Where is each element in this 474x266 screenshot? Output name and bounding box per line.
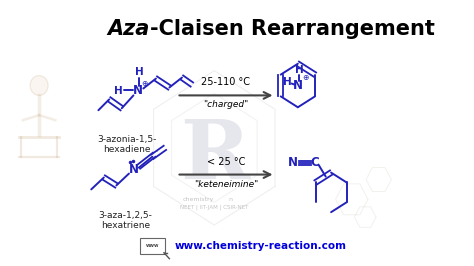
Text: N: N (133, 84, 143, 97)
Text: R: R (180, 116, 249, 196)
Circle shape (30, 76, 48, 95)
Text: C: C (310, 156, 319, 169)
Text: Aza: Aza (107, 19, 150, 39)
Text: "keteneimine": "keteneimine" (194, 180, 258, 189)
Text: chemistry: chemistry (182, 197, 214, 202)
Text: < 25 °C: < 25 °C (207, 157, 245, 167)
Text: hexadiene: hexadiene (103, 145, 151, 154)
Text: ⊕: ⊕ (302, 73, 308, 82)
Text: hexatriene: hexatriene (101, 221, 150, 230)
Text: H: H (136, 67, 144, 77)
Text: C: C (157, 151, 158, 152)
Text: N: N (288, 156, 298, 169)
Text: N: N (129, 163, 139, 176)
Text: -Claisen Rearrangement: -Claisen Rearrangement (150, 19, 435, 39)
Text: ⊕: ⊕ (141, 79, 147, 88)
Text: N: N (293, 79, 303, 92)
Text: H: H (283, 77, 292, 86)
Text: www: www (146, 243, 159, 248)
FancyBboxPatch shape (140, 238, 165, 254)
Text: NEET | IIT-JAM | CSIR-NET: NEET | IIT-JAM | CSIR-NET (180, 205, 248, 210)
Text: "charged": "charged" (203, 100, 248, 109)
Text: 3-azonia-1,5-: 3-azonia-1,5- (98, 135, 157, 144)
Text: H: H (295, 65, 304, 75)
Text: n: n (228, 197, 232, 202)
Text: H: H (114, 86, 123, 97)
Text: 25-110 °C: 25-110 °C (201, 77, 250, 88)
Text: www.chemistry-reaction.com: www.chemistry-reaction.com (175, 241, 347, 251)
Text: 3-aza-1,2,5-: 3-aza-1,2,5- (99, 211, 152, 220)
